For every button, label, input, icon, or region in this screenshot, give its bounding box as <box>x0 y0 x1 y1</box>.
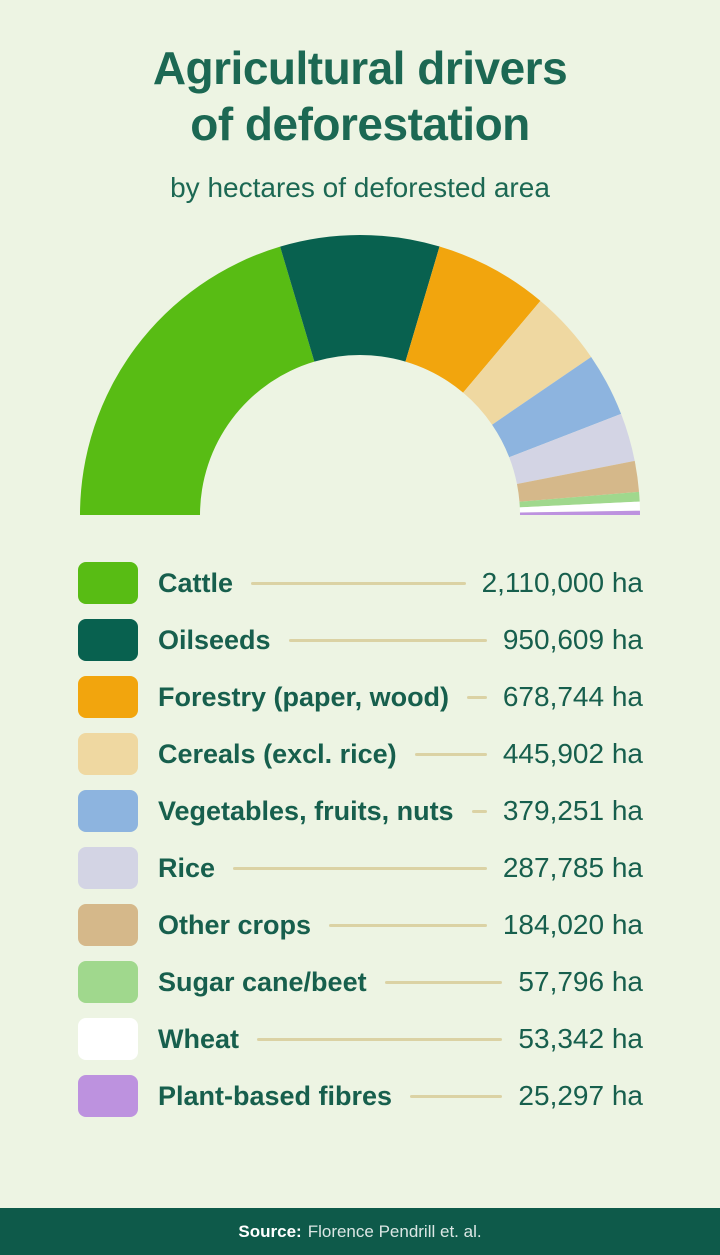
legend-row-rice: Rice 287,785 ha <box>78 847 643 889</box>
legend-row-sugar: Sugar cane/beet 57,796 ha <box>78 961 643 1003</box>
legend-row-wheat: Wheat 53,342 ha <box>78 1018 643 1060</box>
legend-row-cereals: Cereals (excl. rice) 445,902 ha <box>78 733 643 775</box>
source-footer: Source: Florence Pendrill et. al. <box>0 1208 720 1255</box>
leader-line <box>251 581 466 585</box>
legend-label: Plant-based fibres <box>158 1080 393 1111</box>
legend-row-forestry: Forestry (paper, wood) 678,744 ha <box>78 676 643 718</box>
legend-value: 57,796 ha <box>518 966 643 997</box>
legend-value: 678,744 ha <box>502 681 643 712</box>
leader-line <box>467 695 487 699</box>
legend-value: 287,785 ha <box>502 852 643 883</box>
legend-swatch <box>78 790 138 832</box>
gauge-segment-cereals-excl-rice <box>463 300 592 425</box>
legend-swatch <box>78 562 138 604</box>
legend-value: 950,609 ha <box>502 624 643 655</box>
legend-row-other-crops: Other crops 184,020 ha <box>78 904 643 946</box>
gauge-segment-plant-based-fibres <box>519 510 641 515</box>
legend-swatch <box>78 1018 138 1060</box>
leader-line <box>410 1094 503 1098</box>
legend-label: Forestry (paper, wood) <box>158 681 450 712</box>
legend-value: 2,110,000 ha <box>481 567 643 598</box>
legend-value: 184,020 ha <box>502 909 643 940</box>
legend-swatch <box>78 1075 138 1117</box>
source-text: Florence Pendrill et. al. <box>307 1221 482 1241</box>
legend-label: Other crops <box>158 909 312 940</box>
legend-swatch <box>78 904 138 946</box>
leader-line <box>233 866 487 870</box>
legend-label: Cattle <box>158 567 234 598</box>
gauge-segment-other-crops <box>516 460 640 502</box>
legend-value: 53,342 ha <box>518 1023 643 1054</box>
gauge-segment-oilseeds <box>280 234 440 362</box>
legend-row-oilseeds: Oilseeds 950,609 ha <box>78 619 643 661</box>
page-subtitle: by hectares of deforested area <box>170 172 550 203</box>
leader-line <box>471 809 487 813</box>
gauge-segment-vegetables-fruits-nuts <box>492 356 622 458</box>
leader-line <box>384 980 503 984</box>
gauge-chart <box>80 234 641 515</box>
legend-value: 25,297 ha <box>518 1080 643 1111</box>
gauge-segment-wheat <box>519 501 640 513</box>
gauge-segment-cattle <box>80 246 315 515</box>
leader-line <box>414 752 487 756</box>
legend-row-vegetables: Vegetables, fruits, nuts 379,251 ha <box>78 790 643 832</box>
legend-value: 445,902 ha <box>502 738 643 769</box>
leader-line <box>288 638 487 642</box>
legend-label: Cereals (excl. rice) <box>158 738 397 769</box>
gauge-segment-sugar-cane-beet <box>519 491 640 508</box>
leader-line <box>329 923 487 927</box>
legend-swatch <box>78 961 138 1003</box>
gauge-segment-forestry-paper-wood <box>405 246 541 393</box>
legend-row-cattle: Cattle 2,110,000 ha <box>78 562 643 604</box>
gauge-segment-rice <box>509 413 635 485</box>
legend-label: Sugar cane/beet <box>158 966 367 997</box>
legend-row-fibres: Plant-based fibres 25,297 ha <box>78 1075 643 1117</box>
legend-swatch <box>78 676 138 718</box>
legend-swatch <box>78 619 138 661</box>
legend-label: Rice <box>158 852 216 883</box>
legend-label: Wheat <box>158 1023 239 1054</box>
source-label: Source: <box>238 1221 302 1241</box>
legend-swatch <box>78 733 138 775</box>
legend-label: Vegetables, fruits, nuts <box>158 795 454 826</box>
legend-value: 379,251 ha <box>502 795 643 826</box>
page-title: Agricultural drivers of deforestation <box>0 40 720 152</box>
header: Agricultural drivers of deforestation by… <box>0 40 720 204</box>
legend-label: Oilseeds <box>158 624 271 655</box>
page-title-line2: of deforestation <box>190 98 530 150</box>
gauge-chart-container <box>0 224 720 524</box>
legend: Cattle 2,110,000 ha Oilseeds 950,609 ha … <box>78 562 643 1117</box>
page-title-line1: Agricultural drivers <box>152 42 568 94</box>
legend-swatch <box>78 847 138 889</box>
leader-line <box>257 1037 503 1041</box>
